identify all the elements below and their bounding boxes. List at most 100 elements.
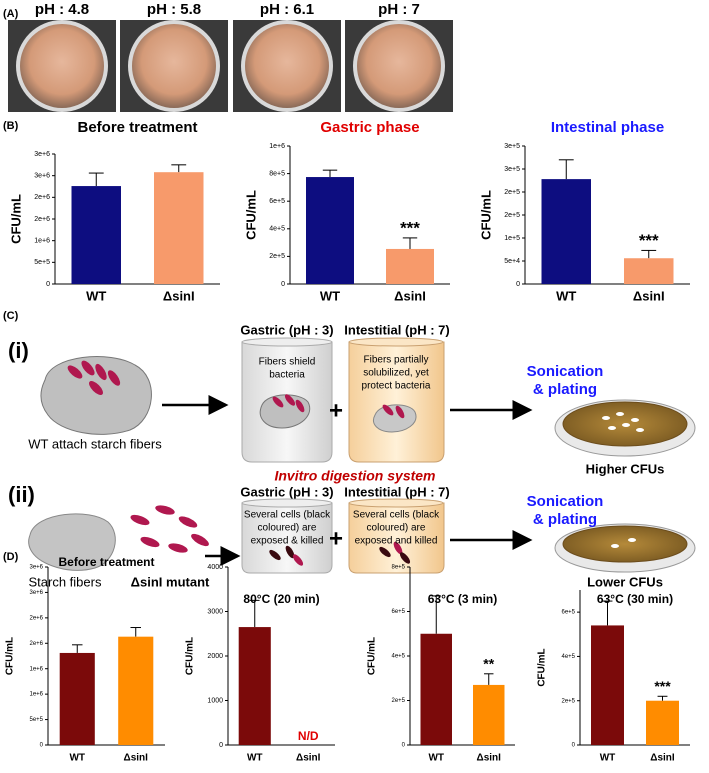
biofilm — [132, 24, 216, 108]
y-axis-label: CFU/mL — [537, 648, 548, 686]
error-bar — [130, 627, 142, 637]
y-tick-label: 0 — [281, 281, 285, 288]
x-tick-label: WT — [247, 753, 263, 764]
bacteria — [67, 360, 121, 395]
x-tick-label: WT — [556, 288, 576, 303]
note-line: exposed and killed — [355, 536, 438, 547]
note-line: & plating — [533, 511, 597, 528]
y-axis-label: CFU/mL — [185, 637, 196, 675]
panel-label: (C) — [3, 310, 19, 322]
starch-fiber — [40, 356, 152, 435]
row-label: (i) — [8, 338, 29, 363]
y-tick-label: 2e+6 — [29, 641, 43, 647]
y-tick-label: 1e+5 — [504, 235, 520, 242]
y-tick-label: 0 — [572, 743, 576, 749]
y-tick-label: 4000 — [207, 564, 223, 571]
caption: Starch fibers — [29, 574, 102, 589]
y-tick-label: 6e+5 — [391, 609, 405, 615]
x-tick-label: ΔsinI — [477, 753, 502, 764]
note-line: Sonication — [527, 363, 604, 380]
panel-label: (A) — [3, 8, 19, 20]
y-axis-label: CFU/mL — [478, 190, 493, 240]
error-bar — [71, 644, 83, 653]
system-label: Invitro digestion system — [274, 468, 435, 484]
error-bar — [322, 169, 338, 178]
bar-chart: Intestinal phase CFU/mL 0 5e+4 1e+5 2e+5 2e+5 3… — [478, 119, 690, 303]
error-bar — [657, 695, 668, 701]
note-line: coloured) are — [258, 523, 317, 534]
y-tick-label: 1e+6 — [29, 692, 43, 698]
beaker-rim — [241, 498, 333, 508]
y-tick-label: 1e+6 — [269, 143, 285, 150]
bar — [473, 684, 505, 745]
note-line: protect bacteria — [362, 381, 431, 392]
bar — [238, 627, 271, 745]
beaker-rim — [348, 337, 444, 347]
y-tick-label: 3e+5 — [504, 143, 520, 150]
caption: Lower CFUs — [587, 574, 663, 589]
error-bar — [402, 237, 418, 249]
y-tick-label: 0 — [46, 281, 50, 288]
chart-title: Before treatment — [58, 555, 154, 569]
panel-label: (D) — [3, 551, 19, 563]
y-tick-label: 2e+5 — [561, 698, 575, 704]
note-line: Fibers partially — [363, 355, 428, 366]
y-tick-label: 1000 — [207, 697, 223, 704]
starch-fiber — [28, 513, 116, 571]
chart-title: 63°C (30 min) — [597, 592, 673, 606]
y-axis-label: CFU/mL — [8, 194, 23, 244]
y-tick-label: 5e+4 — [504, 258, 520, 265]
note-line: & plating — [533, 381, 597, 398]
error-bar — [484, 673, 494, 685]
beaker-label: Intestitial (pH : 7) — [344, 484, 449, 499]
y-tick-label: 2e+6 — [34, 194, 50, 201]
beaker-rim — [348, 498, 444, 508]
error-bar — [431, 595, 441, 634]
y-tick-label: 8e+5 — [391, 565, 405, 571]
biofilm — [20, 24, 104, 108]
x-tick-label: ΔsinI — [650, 753, 675, 764]
y-axis-label: CFU/mL — [243, 190, 258, 240]
y-tick-label: 2e+5 — [269, 253, 285, 260]
note-line: bacteria — [269, 370, 305, 381]
y-axis-label: CFU/mL — [367, 637, 378, 675]
x-tick-label: ΔsinI — [296, 753, 321, 764]
bar-chart: 80°C (20 min) CFU/mL 0 1000 2000 3000 4000 WT Δs… — [185, 564, 335, 764]
beaker — [348, 502, 445, 574]
x-tick-label: ΔsinI — [394, 288, 426, 303]
bar — [154, 172, 204, 284]
note-line: coloured) are — [367, 523, 426, 534]
y-tick-label: 3e+6 — [34, 173, 50, 180]
chart-title: Before treatment — [77, 119, 197, 136]
plus: + — [329, 525, 343, 552]
photo-label: pH : 5.8 — [147, 1, 201, 18]
x-tick-label: ΔsinI — [124, 753, 149, 764]
error-bar — [249, 599, 260, 628]
x-tick-label: WT — [69, 753, 85, 764]
error-bar — [641, 249, 657, 259]
error-bar — [558, 159, 574, 180]
bar — [306, 177, 354, 284]
y-tick-label: 8e+5 — [269, 170, 285, 177]
row-label: (ii) — [8, 482, 35, 507]
y-tick-label: 3e+6 — [29, 565, 43, 571]
y-tick-label: 0 — [219, 742, 223, 749]
beaker — [241, 502, 333, 574]
x-tick-label: WT — [600, 753, 616, 764]
caption: WT attach starch fibers — [28, 436, 162, 451]
y-tick-label: 4e+5 — [269, 226, 285, 233]
caption: Higher CFUs — [586, 461, 665, 476]
error-bar — [602, 600, 613, 626]
y-tick-label: 2e+6 — [29, 615, 43, 621]
biofilm — [357, 24, 441, 108]
bar — [118, 636, 154, 745]
y-tick-label: 2e+6 — [34, 216, 50, 223]
panel-label: (B) — [3, 120, 19, 132]
x-tick-label: ΔsinI — [163, 288, 195, 303]
y-tick-label: 3e+6 — [29, 590, 43, 596]
caption: ΔsinI mutant — [131, 574, 210, 589]
bar — [624, 258, 674, 284]
y-tick-label: 3e+6 — [34, 151, 50, 158]
y-tick-label: 0 — [516, 281, 520, 288]
